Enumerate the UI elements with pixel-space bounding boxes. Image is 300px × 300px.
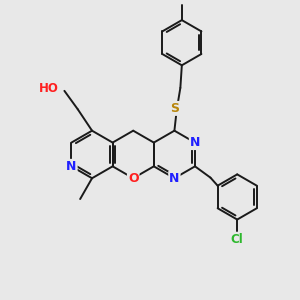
Text: S: S <box>170 102 179 115</box>
Text: HO: HO <box>39 82 59 95</box>
Text: O: O <box>128 172 139 185</box>
Text: N: N <box>169 172 180 185</box>
Text: N: N <box>66 160 76 173</box>
Text: Cl: Cl <box>231 233 244 246</box>
Text: N: N <box>190 136 200 149</box>
